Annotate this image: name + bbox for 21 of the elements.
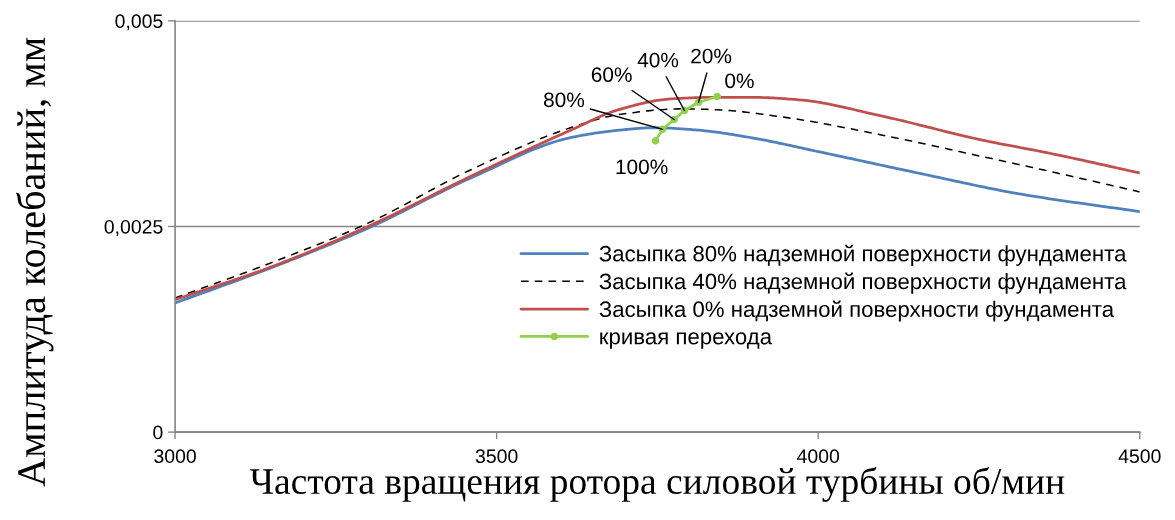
annotation: 0% bbox=[725, 73, 754, 89]
y-axis-title: Амплитуда колебаний, мм bbox=[16, 37, 54, 487]
x-axis-title: Частота вращения ротора силовой турбины об/мин bbox=[250, 466, 1065, 502]
annotation: 40% bbox=[637, 52, 679, 68]
x-tick-label: 4500 bbox=[1118, 449, 1161, 464]
point bbox=[713, 92, 722, 101]
y-tick-label: 0 bbox=[153, 425, 163, 440]
legend-label: Засыпка 40% надземной поверхности фундамента bbox=[599, 272, 1127, 294]
legend-label: кривая перехода bbox=[600, 332, 773, 349]
annotation: 20% bbox=[691, 48, 732, 64]
legend-label: Засыпка 0% надземной поверхности фундамента bbox=[599, 300, 1115, 322]
x-tick-label: 3500 bbox=[475, 449, 518, 464]
y-tick-label: 0,005 bbox=[115, 14, 163, 31]
legend-label: Засыпка 80% надземной поверхности фундамента bbox=[599, 244, 1127, 266]
x-tick-label: 4000 bbox=[797, 449, 840, 464]
annotation: 60% bbox=[591, 67, 632, 83]
y-tick-label: 0,0025 bbox=[104, 219, 163, 236]
annotation: 100% bbox=[616, 159, 668, 175]
annotation: 80% bbox=[544, 92, 585, 108]
point bbox=[651, 137, 660, 145]
x-tick-label: 3000 bbox=[154, 449, 196, 464]
